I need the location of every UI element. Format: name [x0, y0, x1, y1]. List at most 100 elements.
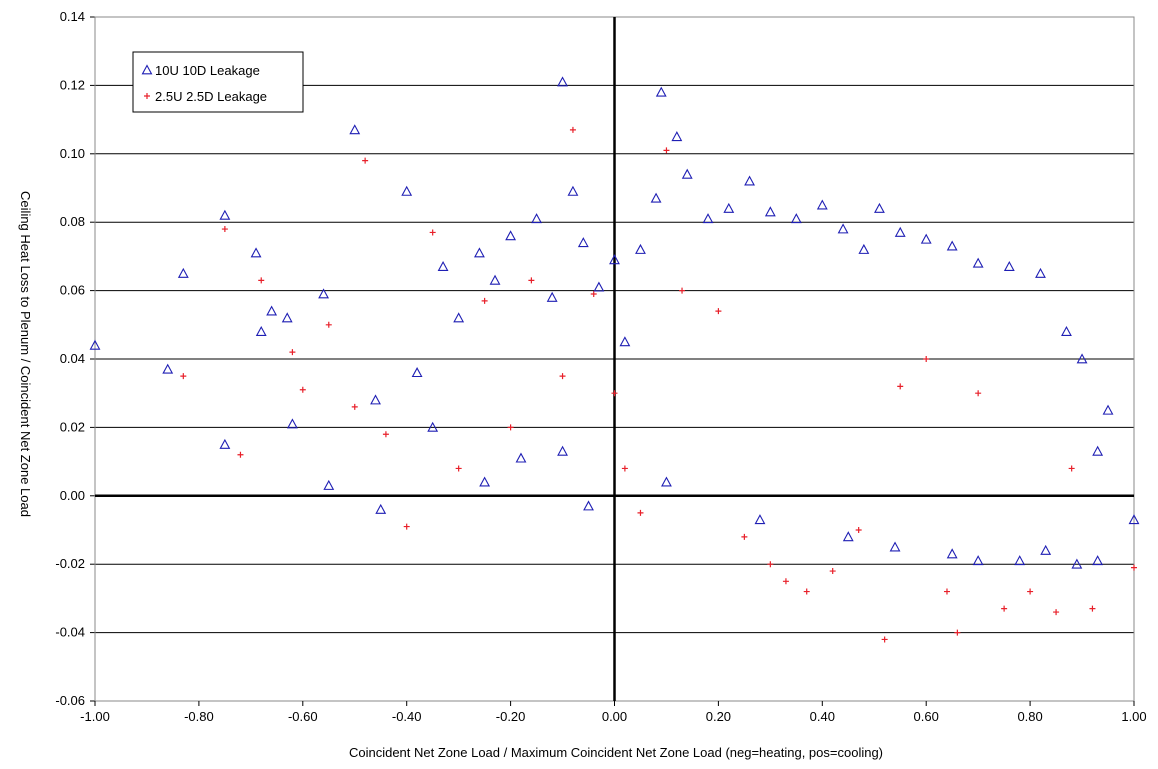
data-point-10u-10d — [754, 514, 766, 525]
data-point-10u-10d — [702, 213, 714, 224]
legend: 10U 10D Leakage 2.5U 2.5D Leakage — [132, 51, 304, 113]
legend-marker-2-5u-2-5d — [144, 93, 150, 99]
data-point-10u-10d — [842, 531, 854, 542]
data-point-10u-10d — [1076, 353, 1088, 364]
data-point-2-5u-2-5d — [1053, 609, 1060, 616]
data-point-2-5u-2-5d — [559, 373, 566, 380]
data-point-10u-10d — [1102, 404, 1114, 415]
data-point-2-5u-2-5d — [881, 636, 888, 643]
data-point-10u-10d — [593, 281, 605, 292]
data-point-10u-10d — [515, 452, 527, 463]
data-point-10u-10d — [89, 339, 101, 350]
y-tick-label: -0.06 — [55, 693, 85, 708]
x-tick-label: -0.20 — [496, 709, 526, 724]
data-point-10u-10d — [671, 131, 683, 142]
data-point-2-5u-2-5d — [829, 568, 836, 575]
x-tick-label: 0.20 — [706, 709, 731, 724]
data-point-2-5u-2-5d — [1027, 588, 1034, 595]
data-point-2-5u-2-5d — [590, 291, 597, 298]
x-tick-label: -0.60 — [288, 709, 318, 724]
y-tick-label: 0.08 — [60, 214, 85, 229]
data-point-2-5u-2-5d — [715, 308, 722, 315]
x-tick-label: 0.40 — [810, 709, 835, 724]
data-point-2-5u-2-5d — [611, 390, 618, 397]
data-point-10u-10d — [650, 192, 662, 203]
data-point-2-5u-2-5d — [429, 229, 436, 236]
data-point-10u-10d — [427, 421, 439, 432]
x-tick-label: -0.40 — [392, 709, 422, 724]
data-point-10u-10d — [286, 418, 298, 429]
data-point-10u-10d — [1092, 445, 1104, 456]
y-tick-label: 0.00 — [60, 488, 85, 503]
data-point-10u-10d — [567, 185, 579, 196]
axes — [90, 16, 1135, 706]
data-point-10u-10d — [972, 257, 984, 268]
data-point-10u-10d — [1003, 261, 1015, 272]
data-point-10u-10d — [318, 288, 330, 299]
data-point-2-5u-2-5d — [528, 277, 535, 284]
data-point-10u-10d — [489, 274, 501, 285]
x-axis-title: Coincident Net Zone Load / Maximum Coinc… — [349, 745, 883, 760]
data-point-2-5u-2-5d — [180, 373, 187, 380]
data-point-2-5u-2-5d — [1089, 605, 1096, 612]
legend-box — [132, 51, 304, 113]
series-10u-10d — [89, 76, 1140, 569]
data-point-2-5u-2-5d — [403, 523, 410, 530]
data-point-2-5u-2-5d — [362, 157, 369, 164]
data-point-10u-10d — [946, 548, 958, 559]
data-point-2-5u-2-5d — [855, 527, 862, 533]
data-point-2-5u-2-5d — [663, 147, 670, 154]
data-point-10u-10d — [655, 86, 667, 97]
data-point-10u-10d — [946, 240, 958, 251]
legend-plus-icon — [144, 93, 150, 99]
data-point-2-5u-2-5d — [782, 578, 789, 585]
data-point-2-5u-2-5d — [351, 403, 358, 410]
data-point-10u-10d — [219, 209, 231, 220]
data-point-10u-10d — [437, 261, 449, 272]
data-point-10u-10d — [920, 233, 932, 244]
data-point-2-5u-2-5d — [621, 465, 628, 472]
data-point-2-5u-2-5d — [897, 383, 904, 390]
data-point-2-5u-2-5d — [741, 533, 748, 540]
y-tick-label: 0.02 — [60, 419, 85, 434]
data-point-10u-10d — [889, 541, 901, 552]
data-point-10u-10d — [1092, 555, 1104, 566]
data-point-2-5u-2-5d — [289, 349, 296, 356]
data-point-10u-10d — [323, 479, 335, 490]
data-point-10u-10d — [546, 291, 558, 302]
x-tick-label: -1.00 — [80, 709, 110, 724]
y-tick-label: 0.06 — [60, 283, 85, 298]
data-point-10u-10d — [816, 199, 828, 210]
data-point-2-5u-2-5d — [975, 390, 982, 397]
data-point-2-5u-2-5d — [221, 226, 228, 233]
data-point-10u-10d — [577, 237, 589, 248]
data-point-10u-10d — [219, 438, 231, 449]
y-tick-label: -0.02 — [55, 556, 85, 571]
data-point-2-5u-2-5d — [507, 424, 514, 431]
data-point-2-5u-2-5d — [382, 431, 389, 438]
data-point-10u-10d — [1128, 514, 1140, 525]
tick-labels: -0.06 -0.04 -0.02 0.00 0.02 0.04 0.06 0.08 0.10 0… — [55, 9, 1146, 724]
data-point-10u-10d — [375, 503, 387, 514]
legend-triangle-icon — [141, 64, 153, 75]
data-point-2-5u-2-5d — [637, 509, 644, 516]
data-point-2-5u-2-5d — [679, 287, 686, 294]
data-point-10u-10d — [557, 445, 568, 456]
data-point-10u-10d — [972, 555, 984, 566]
data-point-10u-10d — [635, 243, 646, 254]
x-tick-label: 0.00 — [602, 709, 627, 724]
data-point-10u-10d — [744, 175, 755, 186]
x-tick-label: 1.00 — [1121, 709, 1146, 724]
data-point-10u-10d — [1040, 544, 1052, 555]
data-point-10u-10d — [162, 363, 174, 374]
y-tick-label: 0.14 — [60, 9, 85, 24]
data-point-2-5u-2-5d — [455, 465, 462, 472]
data-point-2-5u-2-5d — [923, 356, 930, 362]
data-point-10u-10d — [609, 254, 620, 265]
data-point-2-5u-2-5d — [954, 629, 961, 636]
data-points — [89, 76, 1140, 643]
data-point-10u-10d — [1071, 558, 1083, 569]
y-tick-label: -0.04 — [55, 625, 85, 640]
y-tick-label: 0.12 — [60, 77, 85, 92]
data-point-10u-10d — [1014, 555, 1026, 566]
